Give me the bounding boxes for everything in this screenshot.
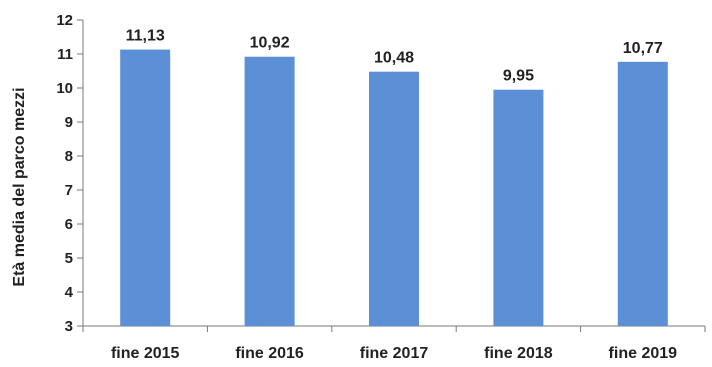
bars: [120, 49, 668, 327]
data-label: 11,13: [126, 28, 165, 45]
y-tick-label: 4: [65, 284, 74, 301]
data-labels: 11,13 10,92 10,48 9,95 10,77: [126, 28, 663, 85]
y-tick-label: 11: [57, 46, 73, 63]
data-label: 10,77: [623, 40, 663, 57]
y-tick-label: 9: [65, 114, 73, 131]
bar: [493, 89, 544, 326]
x-tick-label: fine 2015: [111, 345, 180, 362]
y-tick-label: 8: [65, 148, 73, 165]
y-tick-label: 10: [56, 80, 73, 97]
y-tick-label: 6: [65, 216, 73, 233]
x-tick-label: fine 2018: [484, 345, 553, 362]
y-tick-label: 5: [65, 250, 73, 267]
y-tick-label: 12: [56, 12, 73, 29]
x-tick-label: fine 2019: [609, 345, 678, 362]
bar: [120, 49, 171, 327]
y-tick-label: 3: [65, 318, 73, 335]
bar: [244, 56, 295, 326]
y-ticks: 3 4 5 6 7 8 9 10 11 12: [56, 12, 83, 335]
bar: [617, 61, 668, 326]
x-tick-label: fine 2017: [360, 345, 429, 362]
data-label: 10,92: [250, 35, 290, 52]
y-axis-label: Età media del parco mezzi: [11, 87, 28, 286]
data-label: 10,48: [374, 50, 414, 67]
y-tick-label: 7: [65, 182, 73, 199]
x-tick-label: fine 2016: [235, 345, 304, 362]
x-ticks: fine 2015 fine 2016 fine 2017 fine 2018 fine…: [82, 326, 706, 362]
bar: [369, 71, 419, 327]
data-label: 9,95: [503, 68, 534, 85]
